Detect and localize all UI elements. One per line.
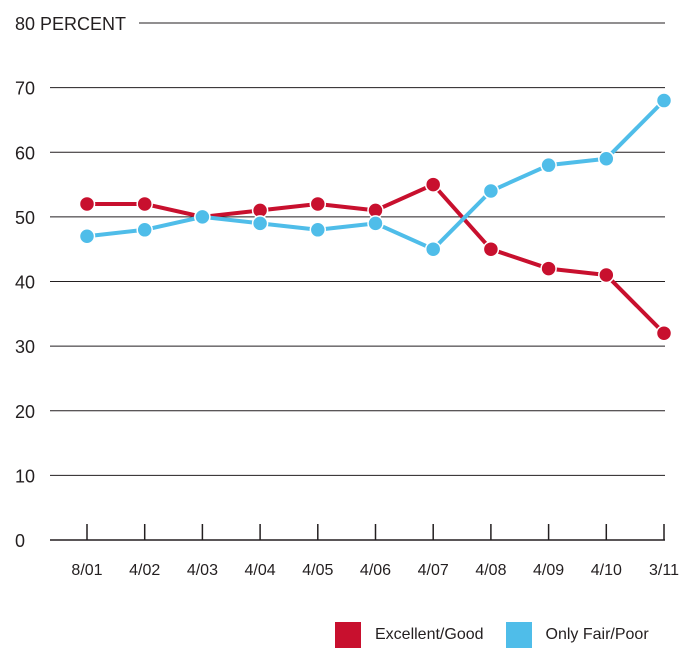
x-tick-label: 4/08 bbox=[475, 562, 506, 579]
y-tick-label: 30 bbox=[15, 337, 35, 357]
data-point-1 bbox=[251, 215, 269, 232]
data-point-1 bbox=[309, 221, 327, 239]
label-layer: 0 10 20 30 40 50 60 70 80 PERCENT 8/01 4/02 4/03 4/0… bbox=[15, 14, 679, 579]
grid-layer bbox=[50, 22, 665, 476]
data-point-1 bbox=[424, 240, 442, 258]
data-point-1 bbox=[78, 228, 96, 245]
legend-item-excellent-good: Excellent/Good bbox=[335, 622, 484, 648]
x-tick-label: 4/09 bbox=[533, 562, 564, 579]
x-tick-label: 4/07 bbox=[418, 562, 449, 579]
legend-swatch-only-fair-poor bbox=[505, 622, 532, 648]
y-tick-label: 40 bbox=[15, 273, 35, 293]
y-tick-label: 70 bbox=[15, 79, 35, 99]
y-tick-label: 80 PERCENT bbox=[15, 14, 126, 34]
y-tick-label: 60 bbox=[15, 143, 35, 163]
legend: Excellent/Good Only Fair/Poor bbox=[335, 622, 649, 648]
data-point-0 bbox=[540, 260, 557, 277]
series-layer bbox=[78, 92, 673, 342]
data-point-0 bbox=[136, 195, 153, 213]
x-tick-label: 8/01 bbox=[71, 562, 102, 579]
data-point-1 bbox=[136, 221, 153, 239]
data-point-0 bbox=[655, 324, 673, 342]
legend-label-excellent-good: Excellent/Good bbox=[375, 626, 484, 643]
y-tick-label: 20 bbox=[15, 402, 35, 422]
data-point-0 bbox=[424, 176, 442, 193]
data-point-1 bbox=[482, 182, 500, 200]
data-point-1 bbox=[367, 215, 384, 232]
x-tick-label: 4/04 bbox=[245, 562, 276, 579]
x-tick-label: 3/11 bbox=[649, 562, 679, 579]
x-tick-label: 4/02 bbox=[129, 562, 160, 579]
axis-layer bbox=[50, 524, 665, 541]
x-tick-label: 4/10 bbox=[591, 562, 622, 579]
data-point-0 bbox=[78, 195, 96, 213]
y-tick-label: 0 bbox=[15, 531, 25, 551]
data-point-1 bbox=[598, 150, 615, 167]
legend-label-only-fair-poor: Only Fair/Poor bbox=[545, 626, 649, 643]
y-tick-label: 50 bbox=[15, 208, 35, 228]
x-tick-label: 4/03 bbox=[187, 562, 218, 579]
data-point-0 bbox=[309, 195, 327, 213]
data-point-1 bbox=[655, 92, 673, 109]
data-point-1 bbox=[540, 156, 557, 174]
data-point-0 bbox=[482, 240, 500, 258]
data-point-1 bbox=[194, 208, 211, 226]
x-tick-label: 4/05 bbox=[302, 562, 333, 579]
y-tick-label: 10 bbox=[15, 466, 35, 486]
legend-item-only-fair-poor: Only Fair/Poor bbox=[505, 622, 649, 648]
x-tick-label: 4/06 bbox=[360, 562, 391, 579]
legend-swatch-excellent-good bbox=[335, 622, 361, 648]
data-point-0 bbox=[598, 266, 615, 284]
